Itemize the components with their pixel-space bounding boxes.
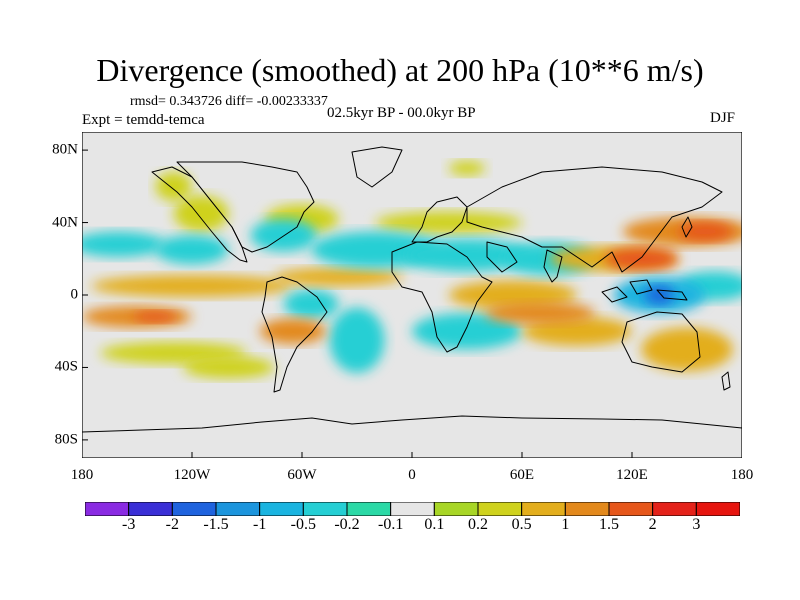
colorbar-swatch-7 (390, 502, 435, 516)
colorbar-label-4: -0.5 (290, 516, 316, 533)
y-tick-label-2: 0 (70, 286, 79, 303)
contour-region-5 (155, 171, 192, 201)
colorbar-swatch-10 (521, 502, 566, 516)
x-tick-label-2: 60W (287, 467, 317, 483)
x-tick-label-0: 180 (70, 467, 94, 483)
contour-region-6 (448, 160, 486, 176)
colorbar-swatch-11 (564, 502, 610, 516)
colorbar-swatch-9 (477, 502, 523, 516)
colorbar-swatch-13 (652, 502, 697, 516)
contour-region-8 (155, 235, 229, 265)
contour-region-12 (329, 307, 385, 373)
contour-region-30 (677, 222, 733, 241)
colorbar-label-1: -2 (165, 516, 179, 533)
colorbar-label-10: 1 (561, 516, 570, 533)
season-label: DJF (710, 110, 736, 126)
colorbar (85, 502, 740, 516)
contour-region-15 (402, 238, 532, 272)
colorbar-label-13: 3 (692, 516, 701, 533)
contour-region-24 (259, 318, 326, 344)
divergence-map (82, 132, 742, 458)
contour-region-13 (274, 267, 403, 286)
colorbar-label-12: 2 (648, 516, 657, 533)
coastlines (82, 146, 742, 433)
x-tick-label-4: 60E (509, 467, 535, 483)
colorbar-swatch-3 (215, 502, 261, 516)
period-label: 02.5kyr BP - 00.0kyr BP (327, 105, 476, 121)
contour-region-25 (485, 302, 596, 324)
colorbar-swatch-6 (346, 502, 392, 516)
contour-region-10 (250, 218, 317, 252)
colorbar-label-8: 0.2 (468, 516, 488, 533)
x-tick-label-1: 120W (173, 467, 211, 483)
contour-region-4 (375, 211, 522, 234)
x-tick-label-3: 0 (408, 467, 416, 483)
colorbar-label-7: 0.1 (424, 516, 445, 533)
colorbar-swatch-0 (85, 502, 130, 516)
contour-region-2 (173, 195, 229, 232)
colorbar-label-2: -1.5 (203, 516, 229, 533)
colorbar-swatch-12 (608, 502, 654, 516)
contour-region-28 (133, 311, 178, 323)
contour-region-11 (283, 289, 339, 319)
colorbar-label-11: 1.5 (599, 516, 619, 533)
y-tick-label-3: 40S (54, 358, 78, 375)
colorbar-label-9: 0.5 (511, 516, 532, 533)
y-tick-label-1: 40N (52, 214, 78, 231)
rmsd-diff-stats: rmsd= 0.343726 diff= -0.00233337 (130, 94, 328, 109)
contour-region-7 (82, 231, 165, 257)
contour-region-22 (641, 327, 733, 372)
contour-region-9 (91, 275, 293, 297)
x-tick-label-5: 120E (616, 467, 648, 483)
plot-title: Divergence (smoothed) at 200 hPa (10**6 … (96, 52, 704, 88)
colorbar-swatch-14 (695, 502, 740, 516)
y-tick-label-4: 80S (54, 431, 78, 448)
colorbar-swatch-5 (302, 502, 348, 516)
y-tick-label-0: 80N (52, 141, 78, 158)
colorbar-label-0: -3 (121, 516, 136, 533)
contour-region-18 (522, 316, 632, 346)
colorbar-swatch-8 (433, 502, 479, 516)
colorbar-label-5: -0.2 (334, 516, 360, 533)
colorbar-swatch-2 (171, 502, 217, 516)
x-tick-label-6: 180 (730, 467, 754, 483)
colorbar-label-6: -0.1 (377, 516, 404, 533)
colorbar-swatch-1 (128, 502, 173, 516)
contour-region-17 (448, 280, 577, 310)
experiment-label: Expt = temdd-temca (82, 112, 205, 128)
contour-region-29 (604, 247, 678, 270)
contour-region-1 (182, 356, 275, 379)
colorbar-swatch-4 (259, 502, 304, 516)
colorbar-label-3: -1 (252, 516, 267, 533)
axis-ticks (82, 149, 742, 458)
contour-region-31 (644, 285, 675, 305)
